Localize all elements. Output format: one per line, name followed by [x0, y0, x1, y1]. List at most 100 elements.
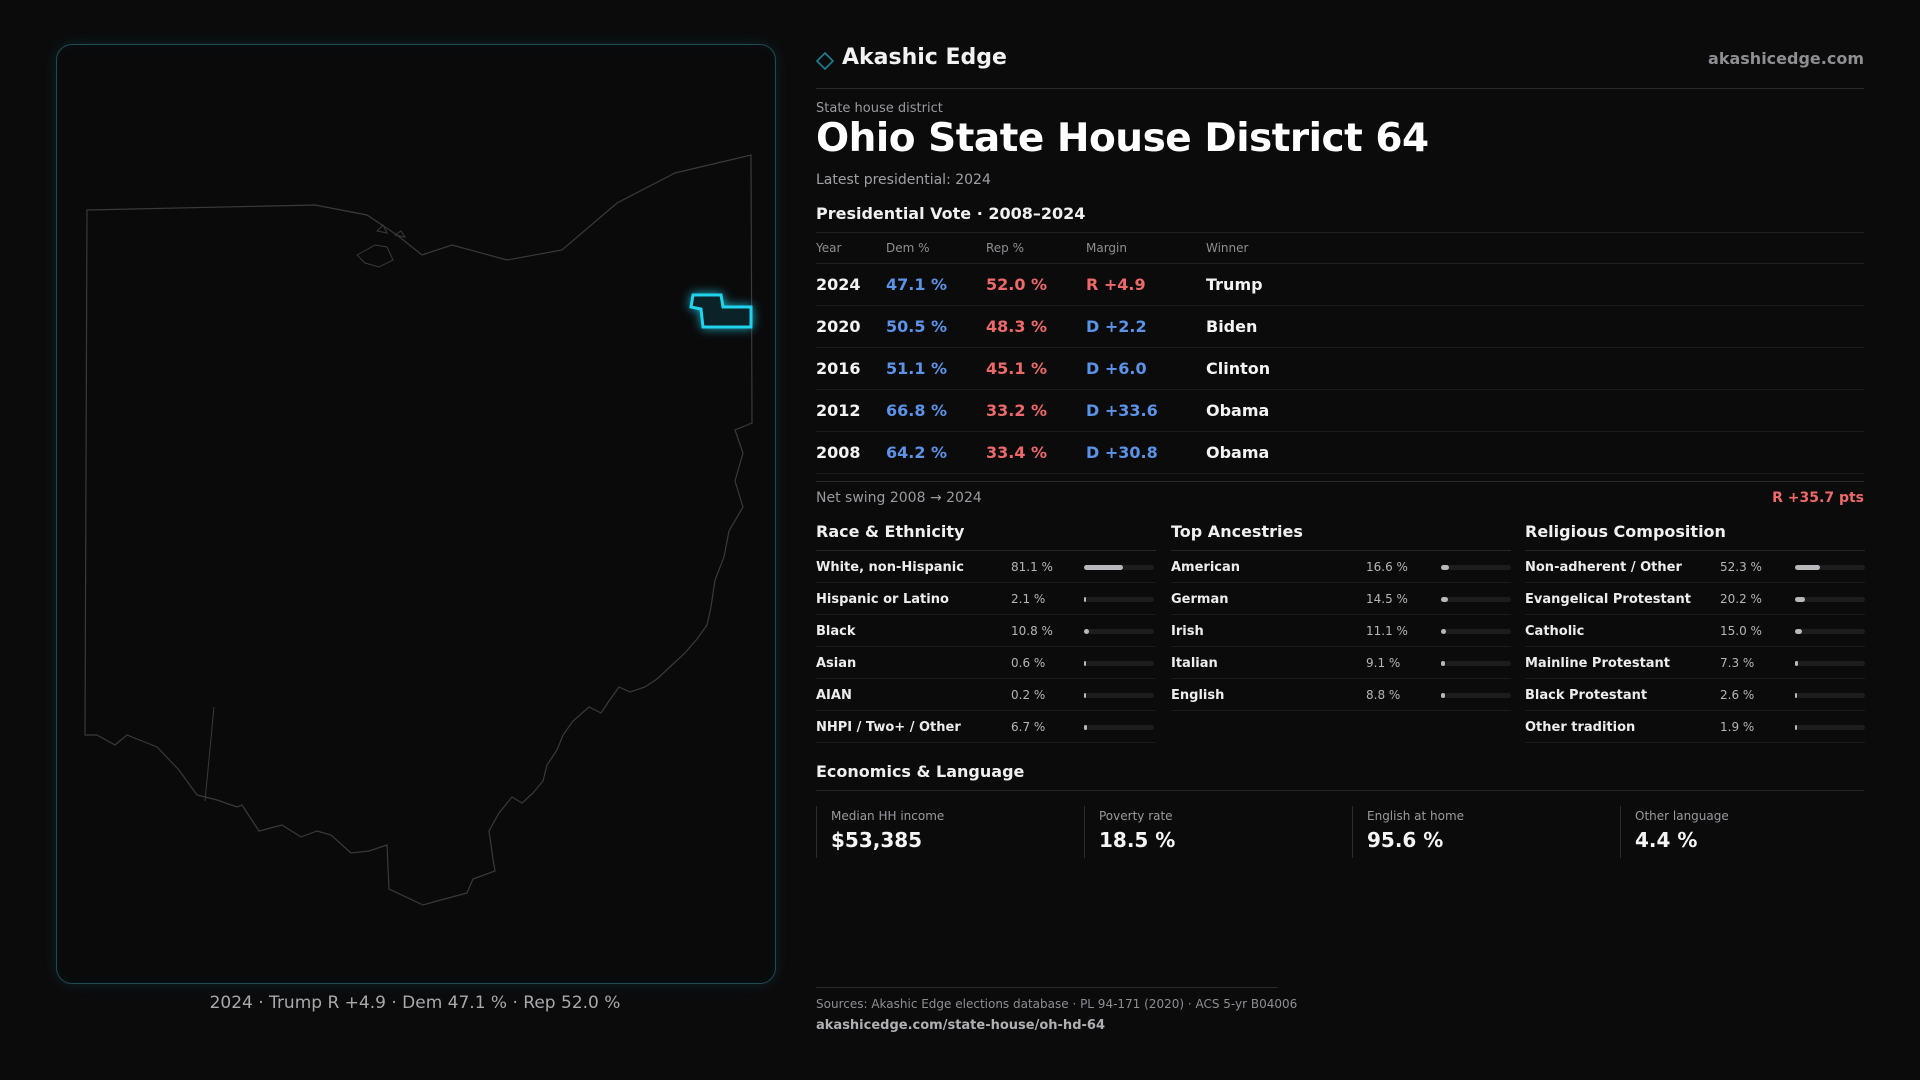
data-row: Italian 9.1 %	[1171, 647, 1511, 679]
row-percent: 11.1 %	[1366, 624, 1408, 638]
share-bar-fill	[1795, 629, 1803, 634]
dem-cell: 66.8 %	[886, 389, 986, 432]
row-percent: 81.1 %	[1011, 560, 1053, 574]
data-row: Irish 11.1 %	[1171, 615, 1511, 647]
data-row: American 16.6 %	[1171, 551, 1511, 583]
row-label: Hispanic or Latino	[816, 592, 949, 607]
row-percent: 20.2 %	[1720, 592, 1762, 606]
source-url[interactable]: akashicedge.com/state-house/oh-hd-64	[816, 1018, 1105, 1033]
sources-note: Sources: Akashic Edge elections database…	[816, 997, 1298, 1011]
row-percent: 0.6 %	[1011, 656, 1046, 670]
divider	[816, 481, 1864, 482]
data-row: NHPI / Two+ / Other 6.7 %	[816, 711, 1156, 743]
rep-cell: 33.2 %	[986, 389, 1086, 432]
ancestry-list: American 16.6 % German 14.5 % Irish 11.1 % Ita…	[1171, 551, 1511, 711]
site-link[interactable]: akashicedge.com	[1708, 49, 1864, 68]
share-bar-track	[1084, 629, 1154, 634]
religion-section: Religious Composition Non-adherent / Oth…	[1525, 522, 1865, 743]
share-bar-track	[1795, 597, 1865, 602]
col-margin: Margin	[1086, 232, 1206, 264]
lake-erie-islands	[356, 224, 407, 268]
share-bar-fill	[1084, 725, 1088, 730]
share-bar-track	[1441, 661, 1511, 666]
religion-heading: Religious Composition	[1525, 522, 1865, 551]
row-percent: 8.8 %	[1366, 688, 1401, 702]
winner-cell: Obama	[1206, 431, 1864, 474]
data-row: White, non-Hispanic 81.1 %	[816, 551, 1156, 583]
row-percent: 0.2 %	[1011, 688, 1046, 702]
data-row: Black Protestant 2.6 %	[1525, 679, 1865, 711]
row-percent: 52.3 %	[1720, 560, 1762, 574]
row-percent: 6.7 %	[1011, 720, 1046, 734]
row-percent: 2.6 %	[1720, 688, 1755, 702]
data-row: Mainline Protestant 7.3 %	[1525, 647, 1865, 679]
col-rep: Rep %	[986, 232, 1086, 264]
share-bar-fill	[1084, 565, 1123, 570]
dem-cell: 47.1 %	[886, 263, 986, 306]
district-kicker: State house district	[816, 101, 943, 116]
share-bar-track	[1084, 661, 1154, 666]
row-label: AIAN	[816, 688, 852, 703]
row-label: Catholic	[1525, 624, 1585, 639]
data-row: Non-adherent / Other 52.3 %	[1525, 551, 1865, 583]
share-bar-track	[1795, 661, 1865, 666]
row-percent: 10.8 %	[1011, 624, 1053, 638]
year-cell: 2016	[816, 347, 886, 390]
data-row: Asian 0.6 %	[816, 647, 1156, 679]
ohio-map	[84, 154, 753, 906]
ohio-state-outline	[84, 154, 753, 906]
data-row: German 14.5 %	[1171, 583, 1511, 615]
winner-cell: Trump	[1206, 263, 1864, 306]
race-section: Race & Ethnicity White, non-Hispanic 81.1…	[816, 522, 1156, 743]
share-bar-fill	[1441, 693, 1446, 698]
data-row: Evangelical Protestant 20.2 %	[1525, 583, 1865, 615]
rep-cell: 45.1 %	[986, 347, 1086, 390]
share-bar-fill	[1795, 661, 1799, 666]
metric-english: English at home 95.6 %	[1352, 806, 1598, 858]
table-row: 2012 66.8 % 33.2 % D +33.6 Obama	[816, 389, 1864, 432]
row-label: Irish	[1171, 624, 1204, 639]
data-row: Catholic 15.0 %	[1525, 615, 1865, 647]
row-label: Italian	[1171, 656, 1218, 671]
row-percent: 7.3 %	[1720, 656, 1755, 670]
share-bar-track	[1795, 629, 1865, 634]
data-row: Other tradition 1.9 %	[1525, 711, 1865, 743]
table-row: 2008 64.2 % 33.4 % D +30.8 Obama	[816, 431, 1864, 474]
col-dem: Dem %	[886, 232, 986, 264]
metric-value: $53,385	[831, 828, 923, 852]
dem-cell: 51.1 %	[886, 347, 986, 390]
share-bar-track	[1441, 693, 1511, 698]
col-winner: Winner	[1206, 232, 1864, 264]
row-label: Non-adherent / Other	[1525, 560, 1682, 575]
metric-label: Other language	[1635, 809, 1729, 823]
share-bar-track	[1795, 725, 1865, 730]
page-title: Ohio State House District 64	[816, 116, 1429, 161]
presidential-table: Year Dem % Rep % Margin Winner 2024 47.1…	[816, 232, 1864, 474]
margin-cell: D +6.0	[1086, 347, 1206, 390]
share-bar-track	[1084, 725, 1154, 730]
metric-label: English at home	[1367, 809, 1465, 823]
row-percent: 9.1 %	[1366, 656, 1401, 670]
winner-cell: Biden	[1206, 305, 1864, 348]
southwest-border-line	[204, 706, 215, 802]
data-row: Hispanic or Latino 2.1 %	[816, 583, 1156, 615]
share-bar-fill	[1441, 597, 1448, 602]
row-percent: 15.0 %	[1720, 624, 1762, 638]
share-bar-track	[1795, 565, 1865, 570]
row-label: Mainline Protestant	[1525, 656, 1671, 671]
winner-cell: Clinton	[1206, 347, 1864, 390]
rep-cell: 48.3 %	[986, 305, 1086, 348]
share-bar-track	[1441, 629, 1511, 634]
district-64-highlight	[689, 293, 753, 329]
map-caption: 2024 · Trump R +4.9 · Dem 47.1 % · Rep 5…	[209, 993, 621, 1013]
rep-cell: 52.0 %	[986, 263, 1086, 306]
col-year: Year	[816, 232, 886, 264]
share-bar-fill	[1084, 597, 1086, 602]
metric-value: 18.5 %	[1099, 828, 1176, 852]
swing-value: R +35.7 pts	[1772, 490, 1864, 506]
race-heading: Race & Ethnicity	[816, 522, 1156, 551]
metric-value: 4.4 %	[1635, 828, 1698, 852]
diamond-icon	[816, 52, 834, 70]
share-bar-fill	[1795, 565, 1820, 570]
footer-divider	[816, 987, 1278, 988]
